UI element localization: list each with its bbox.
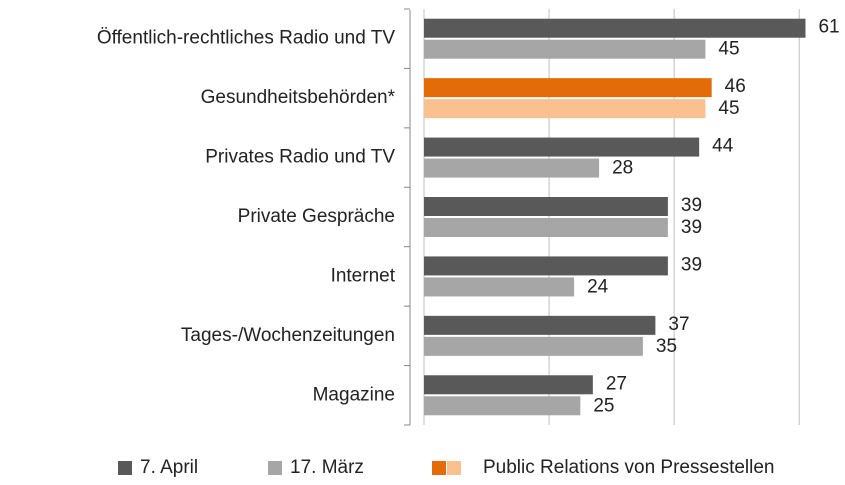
value-label: 39 <box>681 195 702 216</box>
legend-label: Public Relations von Pressestellen <box>483 457 775 478</box>
bar <box>424 315 656 335</box>
value-label: 46 <box>725 76 746 97</box>
bar <box>424 39 706 59</box>
bar <box>424 256 668 276</box>
bar <box>424 336 643 356</box>
value-label: 37 <box>668 314 689 335</box>
legend-swatch <box>432 461 446 475</box>
bar <box>424 158 600 178</box>
category-label: Private Gespräche <box>238 206 395 227</box>
bar <box>424 18 806 38</box>
category-label: Gesundheitsbehörden* <box>201 87 396 108</box>
category-label: Öffentlich-rechtliches Radio und TV <box>97 28 396 49</box>
bar <box>424 218 668 237</box>
value-label: 45 <box>718 98 739 119</box>
bar <box>424 78 712 98</box>
legend-label: 7. April <box>140 457 198 478</box>
bar <box>424 197 668 216</box>
bar <box>424 277 575 297</box>
category-label: Tages-/Wochenzeitungen <box>181 325 395 346</box>
bar <box>424 137 700 157</box>
value-label: 61 <box>818 17 839 38</box>
legend-label: 17. März <box>290 457 364 478</box>
value-label: 45 <box>718 39 739 60</box>
value-label: 28 <box>612 158 633 179</box>
value-label: 25 <box>593 395 614 416</box>
bar <box>424 99 706 119</box>
value-label: 44 <box>712 136 734 157</box>
bar <box>424 396 581 416</box>
legend-swatch <box>447 461 461 475</box>
category-label: Privates Radio und TV <box>205 147 395 168</box>
legend-swatch <box>118 461 132 475</box>
value-label: 39 <box>681 217 702 238</box>
value-label: 39 <box>681 254 702 275</box>
category-label: Magazine <box>313 384 395 405</box>
bar <box>424 375 593 395</box>
legend-swatch <box>268 461 282 475</box>
value-label: 35 <box>656 336 677 357</box>
category-label: Internet <box>331 265 396 286</box>
value-label: 27 <box>606 373 627 394</box>
value-label: 24 <box>587 276 609 297</box>
